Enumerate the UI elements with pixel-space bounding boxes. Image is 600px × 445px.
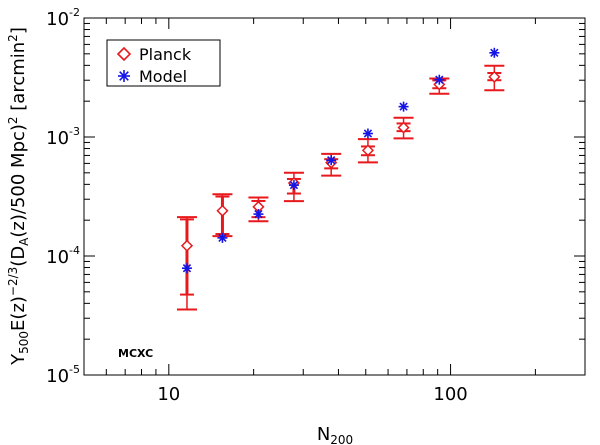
- x-axis-title: N200: [317, 424, 353, 445]
- planck-point-group: [176, 216, 197, 311]
- y-title-y-sub: 500: [17, 331, 31, 354]
- axis-ticks: [83, 18, 586, 376]
- planck-point-group: [357, 138, 378, 164]
- y-title-d-exp: 2: [6, 116, 20, 124]
- plot-frame: [83, 17, 586, 376]
- model-marker: [253, 209, 264, 220]
- tick-labels: 10 100 10-5 10-4 10-3 10-2: [46, 6, 468, 405]
- y-title-e-exp: −2/3: [6, 267, 20, 296]
- y-title-d-close: (z)/500 Mpc): [8, 124, 29, 238]
- model-marker: [326, 155, 337, 166]
- y-title-unit-exp: 2: [6, 34, 20, 42]
- planck-point-group: [393, 116, 414, 140]
- y-axis-title: Y500E(z)−2/3(DA(z)/500 Mpc)2 [arcmin2]: [6, 27, 31, 366]
- planck-marker: [216, 204, 229, 217]
- y-tick-label: 10-5: [46, 363, 80, 387]
- model-marker: [217, 232, 228, 243]
- legend: Planck Model: [106, 39, 221, 87]
- model-marker: [489, 47, 500, 58]
- model-marker: [181, 263, 192, 274]
- mcxc-annotation: MCXC: [118, 347, 153, 360]
- y-title-e: E(z): [8, 296, 29, 331]
- legend-label-model: Model: [139, 67, 187, 86]
- model-marker: [288, 180, 299, 191]
- y-title-y: Y: [8, 353, 29, 366]
- y-title-unit-open: [arcmin: [8, 42, 29, 117]
- legend-marker-planck: [116, 46, 132, 62]
- x-axis-title-main: N: [317, 424, 330, 445]
- planck-marker: [488, 70, 501, 83]
- data-marks: [176, 47, 505, 311]
- legend-label-planck: Planck: [139, 45, 192, 64]
- y-tick-label: 10-4: [46, 244, 80, 268]
- x-tick-label: 10: [157, 384, 180, 405]
- model-marker: [434, 74, 445, 85]
- legend-box: [106, 39, 221, 87]
- legend-marker-model: [118, 70, 130, 82]
- x-axis-title-sub: 200: [330, 433, 353, 445]
- y-title-d-open: (D: [8, 246, 29, 267]
- model-marker: [362, 128, 373, 139]
- planck-marker: [180, 239, 194, 252]
- planck-marker: [361, 144, 374, 157]
- planck-point-group: [212, 193, 233, 238]
- model-marker: [398, 101, 409, 112]
- planck-point-group: [484, 64, 505, 92]
- y-tick-label: 10-2: [46, 6, 80, 30]
- y-tick-label: 10-3: [46, 125, 80, 149]
- y-title-d-sub: A: [17, 237, 31, 246]
- y-title-unit-close: ]: [8, 27, 29, 34]
- planck-marker: [397, 121, 410, 134]
- x-tick-label: 100: [433, 384, 467, 405]
